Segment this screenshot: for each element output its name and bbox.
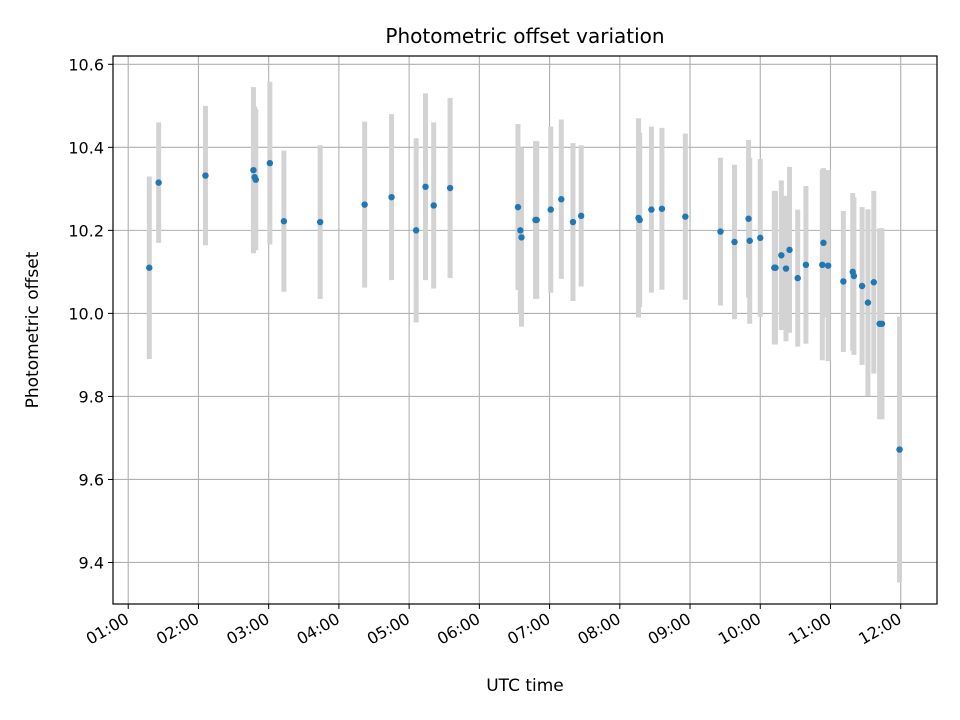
data-point: [794, 274, 801, 282]
x-axis-label: UTC time: [486, 676, 564, 696]
y-tick-label: 9.8: [79, 387, 104, 406]
y-tick-label: 10.0: [68, 304, 104, 323]
data-point: [252, 176, 259, 183]
data-point: [250, 166, 257, 174]
data-point: [517, 227, 524, 234]
data-point: [820, 239, 827, 247]
y-tick-label: 10.2: [68, 221, 104, 240]
data-point: [636, 216, 643, 224]
data-point: [422, 183, 429, 190]
x-tick-label: 08:00: [574, 609, 623, 649]
data-point: [658, 205, 666, 212]
data-point: [558, 196, 565, 203]
data-point: [361, 201, 368, 208]
data-point: [547, 206, 554, 213]
y-tick-label: 9.4: [79, 553, 104, 572]
data-point: [745, 215, 752, 222]
data-point: [819, 261, 826, 269]
data-point: [388, 193, 395, 201]
x-tick-label: 05:00: [364, 609, 413, 649]
data-point: [757, 234, 764, 242]
data-point: [533, 216, 540, 224]
x-tick-label: 07:00: [504, 609, 553, 649]
data-point: [746, 237, 753, 244]
data-point: [864, 299, 872, 306]
x-tick-label: 01:00: [83, 609, 132, 649]
data-point: [682, 213, 689, 220]
data-point: [824, 262, 832, 269]
data-point: [731, 238, 738, 246]
y-axis-label: Photometric offset: [23, 251, 43, 408]
plot-frame: [112, 55, 938, 605]
data-point: [878, 320, 886, 327]
x-tick-label: 03:00: [223, 609, 272, 649]
data-point: [840, 278, 847, 285]
data-point: [802, 261, 810, 269]
data-point: [782, 265, 790, 272]
data-point: [202, 172, 209, 179]
data-point: [896, 446, 903, 453]
data-point: [280, 218, 288, 225]
x-tick-label: 11:00: [785, 609, 834, 649]
data-point: [717, 228, 724, 235]
plot-area: [113, 56, 937, 604]
data-point: [772, 264, 779, 271]
data-point: [870, 279, 877, 286]
data-point: [514, 203, 522, 211]
data-point: [648, 206, 655, 213]
data-point: [786, 246, 793, 254]
data-point: [266, 159, 274, 167]
data-point: [577, 212, 585, 220]
data-point: [858, 282, 866, 290]
data-point: [850, 272, 858, 280]
y-tick-label: 10.6: [68, 55, 104, 74]
x-tick-label: 04:00: [293, 609, 342, 649]
data-point: [569, 218, 577, 226]
data-point: [155, 179, 162, 186]
x-tick-label: 02:00: [153, 609, 202, 649]
data-point: [446, 184, 454, 192]
data-point: [316, 218, 324, 226]
x-tick-label: 06:00: [434, 609, 483, 649]
data-point: [778, 252, 785, 259]
x-tick-label: 09:00: [645, 609, 694, 649]
data-point: [412, 227, 420, 234]
x-tick-label: 12:00: [855, 609, 904, 649]
chart-title: Photometric offset variation: [385, 24, 664, 48]
y-tick-label: 9.6: [79, 470, 104, 489]
y-tick-label: 10.4: [68, 138, 104, 157]
data-point: [518, 234, 525, 241]
data-point: [430, 202, 437, 209]
x-tick-label: 10:00: [715, 609, 764, 649]
data-point: [146, 264, 153, 271]
